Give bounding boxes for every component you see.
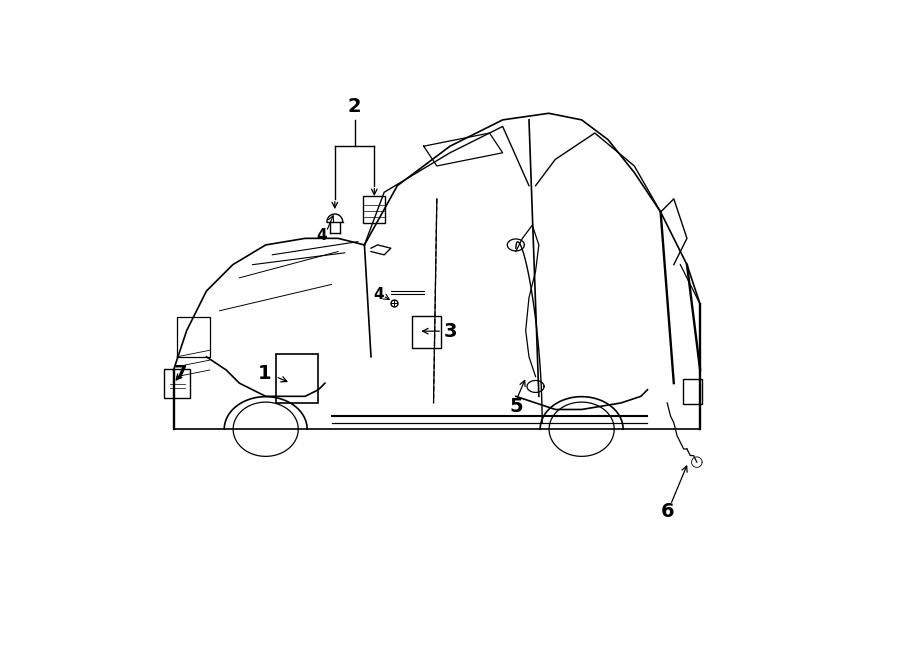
Text: 4: 4 [316,227,327,243]
Text: 7: 7 [174,364,187,383]
FancyBboxPatch shape [165,369,190,398]
FancyBboxPatch shape [363,196,385,223]
Text: 5: 5 [509,397,523,416]
FancyBboxPatch shape [275,354,319,403]
Text: 6: 6 [661,502,674,521]
Text: 4: 4 [374,288,384,303]
Bar [176,317,210,357]
Text: 3: 3 [443,323,456,341]
FancyBboxPatch shape [683,379,702,405]
FancyBboxPatch shape [412,316,441,348]
Text: 2: 2 [347,97,362,116]
Polygon shape [371,245,391,254]
Text: 1: 1 [257,364,271,383]
